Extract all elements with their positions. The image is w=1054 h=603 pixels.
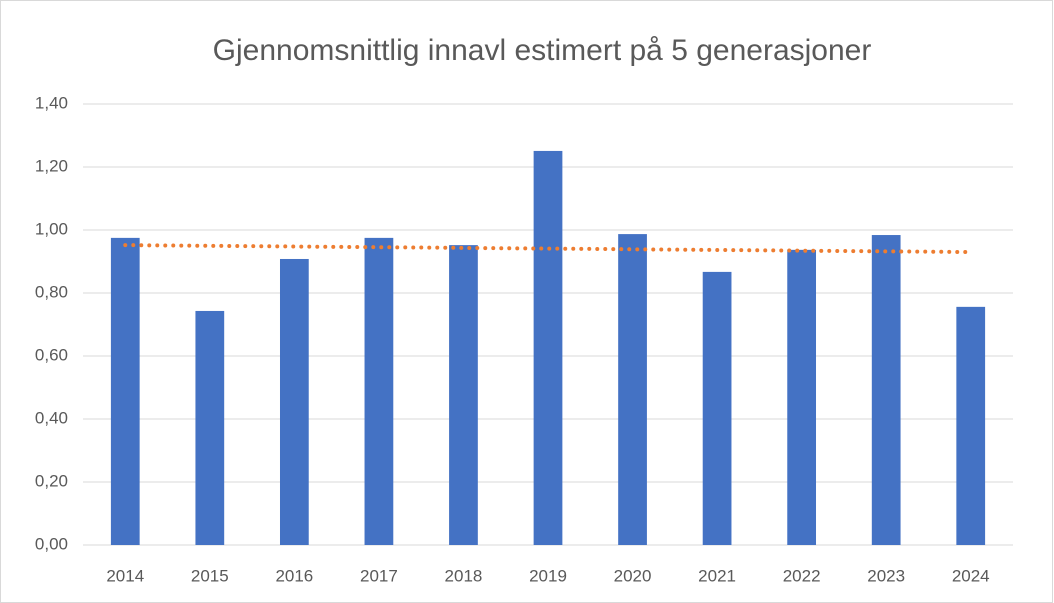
x-tick-label: 2022 — [783, 566, 821, 585]
x-tick-label: 2024 — [952, 566, 990, 585]
x-tick-label: 2016 — [275, 566, 313, 585]
bar — [195, 310, 225, 545]
y-tick-label: 0,20 — [35, 471, 68, 490]
bar — [787, 249, 817, 545]
bar — [702, 271, 732, 545]
y-tick-label: 1,40 — [35, 93, 68, 112]
bar — [110, 237, 140, 545]
bar — [871, 235, 901, 546]
x-tick-label: 2023 — [867, 566, 905, 585]
x-tick-label: 2015 — [191, 566, 229, 585]
trendline — [123, 243, 973, 255]
bar — [364, 237, 394, 545]
bar — [533, 150, 563, 545]
bar — [956, 306, 986, 545]
y-tick-label: 0,40 — [35, 408, 68, 427]
y-tick-label: 1,20 — [35, 156, 68, 175]
x-tick-label: 2021 — [698, 566, 736, 585]
y-tick-label: 0,60 — [35, 345, 68, 364]
chart-title: Gjennomsnittlig innavl estimert på 5 gen… — [213, 34, 872, 67]
y-tick-label: 0,00 — [35, 534, 68, 553]
y-tick-label: 0,80 — [35, 282, 68, 301]
y-tick-label: 1,00 — [35, 219, 68, 238]
x-tick-label: 2017 — [360, 566, 398, 585]
x-tick-label: 2020 — [614, 566, 652, 585]
bar — [449, 245, 478, 545]
x-tick-label: 2014 — [106, 566, 144, 585]
bar — [279, 258, 309, 545]
x-tick-label: 2019 — [529, 566, 567, 585]
x-tick-label: 2018 — [445, 566, 483, 585]
bar — [618, 234, 647, 545]
